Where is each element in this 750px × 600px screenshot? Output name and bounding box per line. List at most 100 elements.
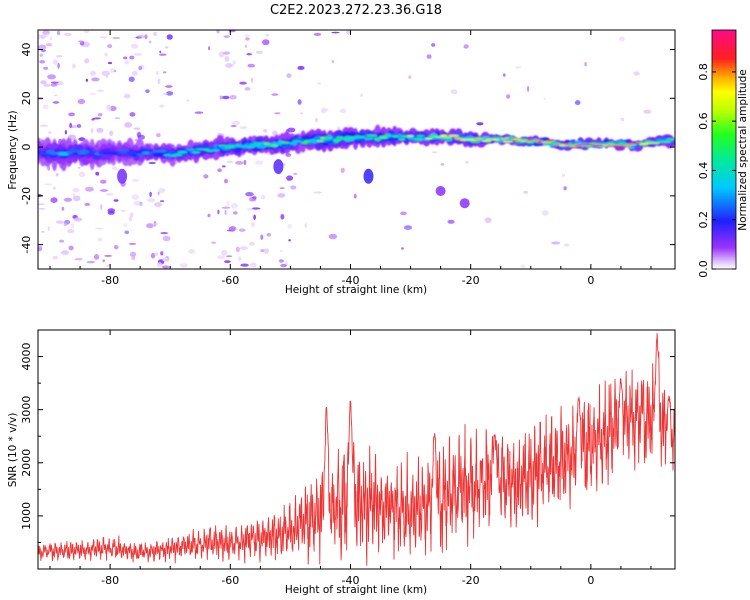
spectrogram-speckle <box>156 262 163 268</box>
spectrogram-speckle <box>186 99 190 102</box>
spectrogram-speckle <box>146 198 156 203</box>
spectrogram-ridge-blob <box>546 139 555 142</box>
spectrogram-ridge-blob <box>211 148 220 152</box>
spectrogram-ridge-blob <box>391 135 399 138</box>
spectrogram-speckle <box>476 122 484 126</box>
spectrogram-speckle <box>52 256 59 260</box>
spectrogram-ridge-blob <box>606 144 615 146</box>
spectrogram-speckle <box>77 98 86 105</box>
spectrogram-speckle <box>39 60 46 64</box>
spectrogram-speckle <box>520 264 526 269</box>
spectrogram-ridge-blob <box>191 151 201 154</box>
spectrogram-ridge-blob <box>562 143 570 145</box>
spectrogram-speckle <box>159 104 165 108</box>
spectrogram-speckle <box>90 70 96 76</box>
spectrogram-x-tick-label: -80 <box>101 274 119 287</box>
spectrogram-speckle <box>251 77 254 83</box>
spectrogram-speckle <box>432 151 438 154</box>
spectrogram-speckle <box>221 249 228 256</box>
spectrogram-ridge-blob <box>623 145 631 147</box>
spectrogram-speckle <box>279 249 283 253</box>
spectrogram-speckle <box>44 183 53 186</box>
spectrogram-ridge-blob <box>406 135 415 137</box>
spectrogram-ridge-blob <box>519 138 529 141</box>
colorbar-tick-label: 0.2 <box>697 211 710 229</box>
spectrogram-speckle <box>131 194 140 200</box>
spectrogram-speckle <box>440 163 445 166</box>
spectrogram-speckle <box>321 107 327 114</box>
spectrogram-speckle <box>129 55 135 60</box>
spectrogram-ridge-blob <box>601 145 609 147</box>
spectrogram-ridge-blob <box>662 141 672 143</box>
spectrogram-speckle <box>226 200 230 206</box>
spectrogram-ridge-blob <box>542 143 552 146</box>
spectrogram-speckle <box>240 263 249 267</box>
spectrogram-speckle <box>84 202 91 206</box>
spectrogram-speckle <box>99 189 109 192</box>
spectrogram-blob <box>273 159 284 175</box>
spectrogram-speckle <box>84 58 90 64</box>
spectrogram-speckle <box>179 263 188 268</box>
spectrogram-ridge-blob <box>281 141 291 144</box>
spectrogram-ridge-blob <box>502 140 514 143</box>
spectrogram-speckle <box>39 53 43 57</box>
spectrogram-ridge-blob <box>525 140 535 142</box>
spectrogram-speckle <box>107 61 113 65</box>
spectrogram-speckle <box>162 235 171 242</box>
spectrogram-speckle <box>254 160 264 165</box>
spectrogram-speckle <box>543 97 546 100</box>
spectrogram-speckle <box>224 178 228 184</box>
spectrogram-speckle <box>38 203 45 205</box>
spectrogram-speckle <box>114 117 121 119</box>
spectrogram-ridge-blob <box>89 150 97 154</box>
spectrogram-speckle <box>221 206 231 209</box>
spectrogram-speckle <box>166 34 173 40</box>
spectrogram-speckle <box>72 63 76 69</box>
spectrogram-speckle <box>229 95 237 100</box>
spectrogram-speckle <box>109 68 116 73</box>
spectrogram-speckle <box>99 36 108 39</box>
spectrogram-speckle <box>121 209 126 212</box>
spectrogram-speckle <box>55 55 63 58</box>
snr-y-axis: 1000 2000 3000 4000 <box>20 329 675 543</box>
spectrogram-blob <box>363 168 374 184</box>
snr-x-tick-label: -80 <box>101 574 119 587</box>
snr-y-tick-label: 2000 <box>20 449 33 477</box>
spectrogram-speckle <box>226 160 234 163</box>
spectrogram-speckle <box>288 239 291 242</box>
spectrogram-y-tick-label: 40 <box>20 43 33 57</box>
spectrogram-ridge-blob <box>459 138 471 141</box>
spectrogram-speckle <box>400 211 407 216</box>
spectrogram-speckle <box>55 173 59 177</box>
spectrogram-speckle <box>130 43 139 49</box>
spectrogram-speckle <box>408 75 412 79</box>
snr-x-axis: -80 -60 -40 -20 0 <box>49 330 652 587</box>
spectrogram-speckle <box>162 71 167 74</box>
spectrogram-speckle <box>207 213 211 218</box>
spectrogram-speckle <box>76 124 82 128</box>
snr-panel: -80 -60 -40 -20 0 1000 2000 3000 4000 Height of… <box>7 329 676 596</box>
spectrogram-speckle <box>41 231 45 233</box>
spectrogram-speckle <box>129 212 134 217</box>
spectrogram-ridge-blob <box>425 137 433 140</box>
spectrogram-speckle <box>148 161 156 165</box>
spectrogram-speckle <box>527 85 530 92</box>
spectrogram-speckle <box>247 63 255 68</box>
spectrogram-speckle <box>101 70 110 77</box>
spectrogram-ridge-blob <box>583 143 595 146</box>
spectrogram-speckle <box>137 34 145 39</box>
spectrogram-speckle <box>49 36 53 41</box>
spectrogram-ridge-blob <box>447 134 459 137</box>
spectrogram-speckle <box>223 35 230 38</box>
spectrogram-speckle <box>221 165 226 168</box>
spectrogram-speckle <box>96 171 100 176</box>
spectrogram-speckle <box>57 62 60 69</box>
spectrogram-ridge-blob <box>289 142 297 145</box>
spectrogram-speckle <box>250 221 255 228</box>
spectrogram-speckle <box>218 51 225 58</box>
spectrogram-speckle <box>38 207 46 210</box>
spectrogram-ridge-blob <box>379 136 388 139</box>
spectrogram-speckle <box>346 30 351 35</box>
spectrogram-speckle <box>239 246 248 250</box>
